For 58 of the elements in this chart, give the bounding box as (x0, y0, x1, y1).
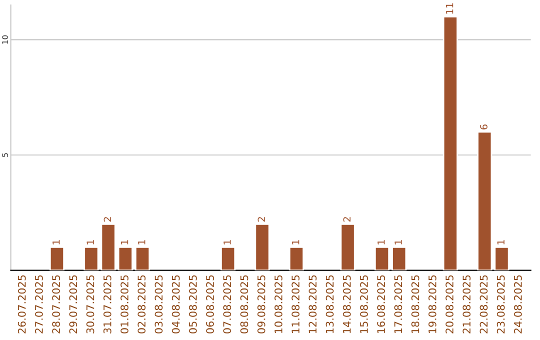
x-tick-label: 13.08.2025 (326, 275, 334, 333)
x-tick-label: 27.07.2025 (35, 275, 43, 334)
x-tick-label: 08.08.2025 (240, 275, 248, 334)
bar (477, 131, 492, 270)
data-label: 1 (292, 240, 300, 244)
data-label: 1 (52, 240, 60, 244)
x-tick-label: 10.08.2025 (274, 275, 282, 333)
x-tick-label: 16.08.2025 (377, 275, 386, 333)
bar (340, 223, 356, 270)
x-tick-label: 22.08.2025 (480, 275, 488, 334)
x-tick-label: 28.07.2025 (52, 275, 60, 334)
x-tick-label: 20.08.2025 (446, 275, 454, 334)
x-tick-label: 01.08.2025 (120, 275, 128, 334)
bar (118, 246, 133, 270)
data-label: 1 (224, 240, 231, 244)
bar (100, 223, 116, 270)
x-tick-label: 02.08.2025 (138, 275, 146, 334)
data-label: 6 (480, 124, 488, 130)
x-tick-label: 05.08.2025 (188, 275, 197, 334)
x-tick-label: 29.07.2025 (69, 275, 78, 334)
bar (49, 246, 65, 270)
x-tick-label: 04.08.2025 (172, 275, 180, 334)
bar (84, 246, 99, 270)
bar (288, 246, 304, 270)
x-tick-label: 23.08.2025 (496, 275, 505, 334)
data-label: 1 (138, 240, 146, 244)
bar (220, 246, 236, 270)
x-tick-label: 30.07.2025 (86, 275, 94, 334)
x-tick-label: 11.08.2025 (292, 275, 300, 333)
bar (494, 246, 510, 270)
x-tick-label: 06.08.2025 (206, 275, 214, 334)
x-tick-label: 26.07.2025 (18, 275, 26, 334)
data-label: 2 (343, 217, 350, 222)
bar (442, 16, 458, 270)
bar (392, 246, 407, 270)
x-tick-label: 31.07.2025 (103, 275, 112, 334)
x-tick-label: 21.08.2025 (462, 275, 471, 334)
data-label: 1 (394, 240, 402, 244)
data-label: 2 (104, 217, 111, 222)
bar (134, 246, 150, 270)
x-tick-label: 07.08.2025 (223, 275, 232, 334)
bar (374, 246, 390, 270)
data-label: 2 (258, 217, 265, 222)
x-tick-label: 18.08.2025 (411, 275, 420, 333)
data-label: 11 (446, 3, 454, 14)
x-tick-label: 15.08.2025 (360, 275, 368, 333)
x-tick-label: 17.08.2025 (394, 275, 402, 333)
data-label: 1 (121, 240, 128, 244)
x-tick-label: 19.08.2025 (428, 275, 436, 333)
x-tick-label: 12.08.2025 (308, 275, 317, 333)
data-label: 1 (86, 240, 94, 244)
bar (254, 223, 270, 270)
x-tick-label: 09.08.2025 (257, 275, 266, 334)
x-tick-label: 14.08.2025 (342, 275, 351, 333)
x-tick-label: 24.08.2025 (514, 275, 522, 334)
x-tick-label: 03.08.2025 (154, 275, 163, 334)
data-label: 1 (497, 240, 504, 244)
data-label: 1 (378, 240, 385, 244)
